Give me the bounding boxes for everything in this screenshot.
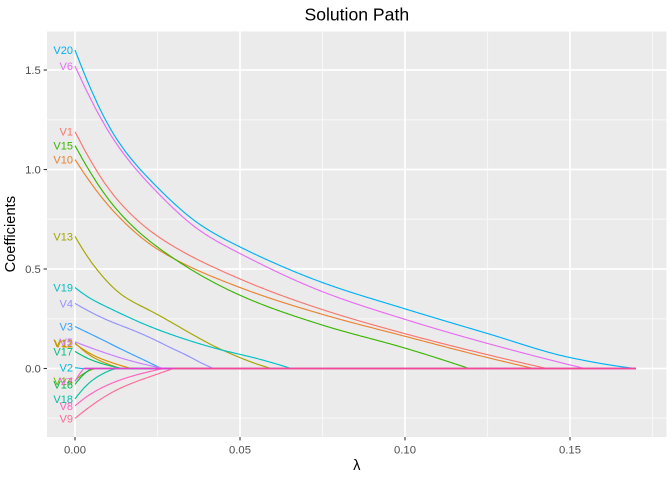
svg-text:V11: V11 — [54, 339, 73, 351]
svg-text:V3: V3 — [60, 322, 73, 334]
svg-text:0.5: 0.5 — [25, 264, 41, 276]
svg-text:V7: V7 — [60, 376, 73, 388]
svg-text:1.0: 1.0 — [25, 165, 41, 177]
svg-text:V9: V9 — [60, 413, 73, 425]
svg-text:V6: V6 — [60, 61, 73, 73]
svg-text:V13: V13 — [53, 231, 73, 243]
svg-text:V10: V10 — [53, 155, 73, 167]
svg-text:V1: V1 — [60, 127, 73, 139]
svg-text:V5: V5 — [60, 337, 73, 349]
svg-text:Coefficients: Coefficients — [3, 196, 19, 272]
svg-text:V18: V18 — [53, 394, 73, 406]
svg-text:V8: V8 — [60, 401, 73, 413]
svg-text:0.0: 0.0 — [25, 364, 41, 376]
svg-text:1.5: 1.5 — [25, 65, 41, 77]
svg-text:V16: V16 — [53, 379, 73, 391]
svg-text:V12: V12 — [53, 338, 73, 350]
svg-text:V4: V4 — [60, 298, 73, 310]
svg-text:Solution Path: Solution Path — [304, 5, 409, 25]
svg-text:V20: V20 — [53, 45, 73, 57]
svg-text:V19: V19 — [53, 283, 73, 295]
svg-text:0.00: 0.00 — [64, 445, 86, 457]
svg-text:V14: V14 — [53, 376, 73, 388]
svg-text:V17: V17 — [53, 346, 73, 358]
svg-text:0.15: 0.15 — [559, 445, 581, 457]
svg-text:0.10: 0.10 — [394, 445, 416, 457]
svg-text:0.05: 0.05 — [229, 445, 251, 457]
svg-text:V15: V15 — [53, 141, 73, 153]
svg-text:V2: V2 — [60, 363, 73, 375]
svg-text:λ: λ — [353, 458, 361, 474]
